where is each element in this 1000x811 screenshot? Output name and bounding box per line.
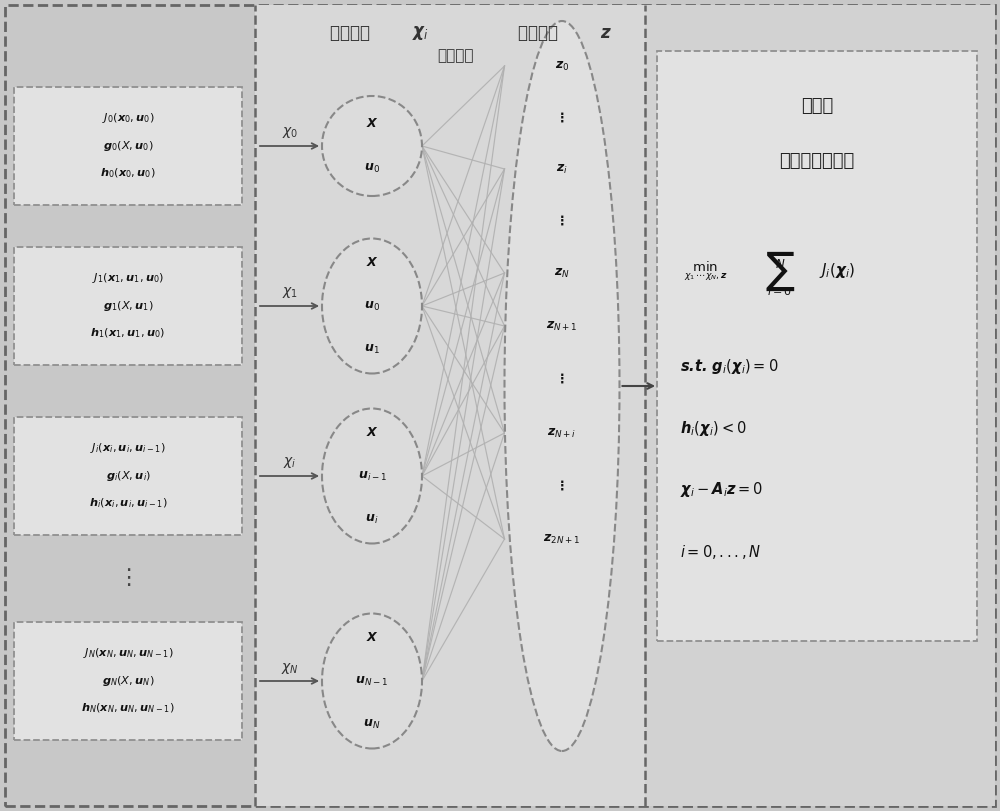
Ellipse shape <box>322 96 422 196</box>
FancyBboxPatch shape <box>14 622 242 740</box>
Text: $J_1(\boldsymbol{x}_1,\boldsymbol{u}_1,\boldsymbol{u}_0)$: $J_1(\boldsymbol{x}_1,\boldsymbol{u}_1,\… <box>92 272 164 285</box>
Text: $\boldsymbol{u}_1$: $\boldsymbol{u}_1$ <box>364 343 380 356</box>
FancyBboxPatch shape <box>5 5 995 806</box>
Text: $\boldsymbol{g}_1(X,\boldsymbol{u}_1)$: $\boldsymbol{g}_1(X,\boldsymbol{u}_1)$ <box>103 299 153 313</box>
Text: $i=0$: $i=0$ <box>767 285 793 297</box>
Text: $\boldsymbol{X}$: $\boldsymbol{X}$ <box>366 118 378 131</box>
Text: $i=0,...,N$: $i=0,...,N$ <box>680 543 761 561</box>
Text: $\boldsymbol{g}_i(X,\boldsymbol{u}_i)$: $\boldsymbol{g}_i(X,\boldsymbol{u}_i)$ <box>106 469 150 483</box>
Ellipse shape <box>322 409 422 543</box>
FancyBboxPatch shape <box>255 5 645 806</box>
Text: $J_0(\boldsymbol{x}_0,\boldsymbol{u}_0)$: $J_0(\boldsymbol{x}_0,\boldsymbol{u}_0)$ <box>102 111 154 126</box>
Text: 全局变量: 全局变量 <box>518 24 563 42</box>
Text: ⋮: ⋮ <box>556 479 568 492</box>
Ellipse shape <box>322 613 422 749</box>
Text: ⋮: ⋮ <box>556 214 568 228</box>
Text: $\boldsymbol{z}_{2N+1}$: $\boldsymbol{z}_{2N+1}$ <box>543 533 581 546</box>
Ellipse shape <box>505 21 620 751</box>
Text: $\boldsymbol{h}_i(\boldsymbol{x}_i,\boldsymbol{u}_i,\boldsymbol{u}_{i-1})$: $\boldsymbol{h}_i(\boldsymbol{x}_i,\bold… <box>89 496 167 510</box>
Text: $\boldsymbol{g}_N(X,\boldsymbol{u}_N)$: $\boldsymbol{g}_N(X,\boldsymbol{u}_N)$ <box>102 674 154 688</box>
Text: $J_N(\boldsymbol{x}_N,\boldsymbol{u}_N,\boldsymbol{u}_{N-1})$: $J_N(\boldsymbol{x}_N,\boldsymbol{u}_N,\… <box>83 646 173 660</box>
Text: $\boldsymbol{z}_0$: $\boldsymbol{z}_0$ <box>555 59 569 72</box>
Text: $\boldsymbol{u}_{N-1}$: $\boldsymbol{u}_{N-1}$ <box>355 675 389 688</box>
Text: ⋮: ⋮ <box>556 111 568 125</box>
Text: $\boldsymbol{X}$: $\boldsymbol{X}$ <box>366 631 378 644</box>
FancyBboxPatch shape <box>14 247 242 365</box>
Text: $\boldsymbol{g}_0(X,\boldsymbol{u}_0)$: $\boldsymbol{g}_0(X,\boldsymbol{u}_0)$ <box>103 139 153 153</box>
Text: $\boldsymbol{X}$: $\boldsymbol{X}$ <box>366 427 378 440</box>
Text: 阶段变量: 阶段变量 <box>330 24 375 42</box>
Text: 解耦的: 解耦的 <box>801 97 833 115</box>
Text: $\boldsymbol{u}_0$: $\boldsymbol{u}_0$ <box>364 161 380 174</box>
Text: ⋮: ⋮ <box>117 569 139 589</box>
Text: $\chi_0$: $\chi_0$ <box>282 126 298 140</box>
Text: $\boldsymbol{h}_i(\boldsymbol{\chi}_i)<0$: $\boldsymbol{h}_i(\boldsymbol{\chi}_i)<0… <box>680 418 746 437</box>
Text: $\boldsymbol{\chi}_i - \boldsymbol{A}_i\boldsymbol{z}=0$: $\boldsymbol{\chi}_i - \boldsymbol{A}_i\… <box>680 480 763 500</box>
Text: $\chi_i$: $\chi_i$ <box>283 456 297 470</box>
Text: $\sum$: $\sum$ <box>765 249 795 293</box>
Text: $N$: $N$ <box>775 259 785 272</box>
Text: $\boldsymbol{h}_1(\boldsymbol{x}_1,\boldsymbol{u}_1,\boldsymbol{u}_0)$: $\boldsymbol{h}_1(\boldsymbol{x}_1,\bold… <box>90 327 166 341</box>
Text: $\boldsymbol{z}_i$: $\boldsymbol{z}_i$ <box>556 162 568 175</box>
Text: $\chi_1$: $\chi_1$ <box>282 285 298 301</box>
Text: 可分解优化问题: 可分解优化问题 <box>779 152 855 170</box>
Text: $\boldsymbol{u}_{i-1}$: $\boldsymbol{u}_{i-1}$ <box>358 470 386 483</box>
FancyBboxPatch shape <box>14 87 242 205</box>
Text: $\boldsymbol{z}$: $\boldsymbol{z}$ <box>600 24 612 42</box>
Text: $\boldsymbol{h}_0(\boldsymbol{x}_0,\boldsymbol{u}_0)$: $\boldsymbol{h}_0(\boldsymbol{x}_0,\bold… <box>100 167 156 180</box>
Text: $\boldsymbol{\chi}_i$: $\boldsymbol{\chi}_i$ <box>412 24 429 42</box>
Text: $\boldsymbol{u}_0$: $\boldsymbol{u}_0$ <box>364 299 380 312</box>
Text: $\boldsymbol{u}_i$: $\boldsymbol{u}_i$ <box>365 513 379 526</box>
Text: $\boldsymbol{z}_N$: $\boldsymbol{z}_N$ <box>554 267 570 280</box>
Text: $\boldsymbol{h}_N(\boldsymbol{x}_N,\boldsymbol{u}_N,\boldsymbol{u}_{N-1})$: $\boldsymbol{h}_N(\boldsymbol{x}_N,\bold… <box>81 702 175 715</box>
FancyBboxPatch shape <box>14 417 242 535</box>
Text: $\boldsymbol{u}_N$: $\boldsymbol{u}_N$ <box>363 718 381 731</box>
Text: $J_i(\boldsymbol{x}_i,\boldsymbol{u}_i,\boldsymbol{u}_{i-1})$: $J_i(\boldsymbol{x}_i,\boldsymbol{u}_i,\… <box>90 441 166 456</box>
Text: 线性变换: 线性变换 <box>437 49 473 63</box>
Text: $\boldsymbol{z}_{N+i}$: $\boldsymbol{z}_{N+i}$ <box>547 427 577 440</box>
Text: $\boldsymbol{X}$: $\boldsymbol{X}$ <box>366 256 378 269</box>
Text: $\boldsymbol{z}_{N+1}$: $\boldsymbol{z}_{N+1}$ <box>546 320 578 333</box>
FancyBboxPatch shape <box>657 51 977 641</box>
Text: s.t. $\boldsymbol{g}_i(\boldsymbol{\chi}_i)=0$: s.t. $\boldsymbol{g}_i(\boldsymbol{\chi}… <box>680 357 778 375</box>
Ellipse shape <box>322 238 422 374</box>
Text: ⋮: ⋮ <box>556 372 568 385</box>
Text: $\chi_N$: $\chi_N$ <box>281 660 299 676</box>
Text: $\min_{\chi_1\cdots\chi_N,\boldsymbol{z}}$: $\min_{\chi_1\cdots\chi_N,\boldsymbol{z}… <box>684 260 728 283</box>
FancyBboxPatch shape <box>645 5 995 806</box>
Text: $J_i(\boldsymbol{\chi}_i)$: $J_i(\boldsymbol{\chi}_i)$ <box>819 261 855 281</box>
